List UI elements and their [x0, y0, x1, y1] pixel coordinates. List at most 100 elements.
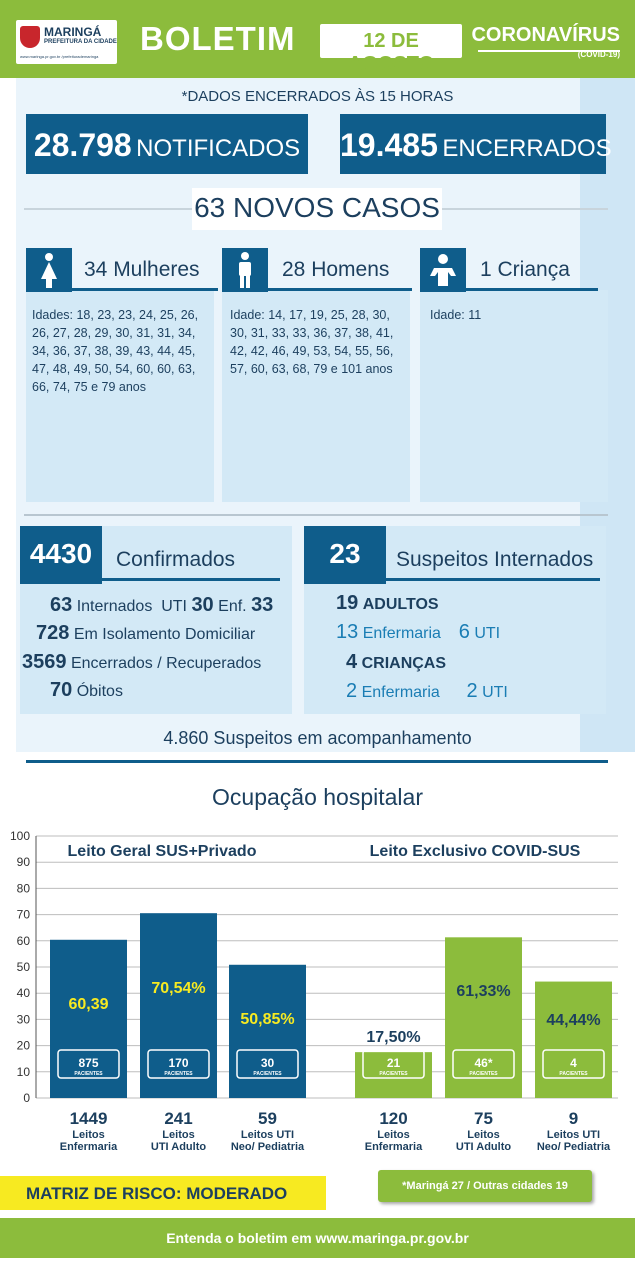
children-column — [420, 290, 608, 502]
suspects-label: Suspeitos Internados — [396, 548, 594, 571]
suspects-value: 23 — [329, 538, 361, 569]
women-ages: Idades: 18, 23, 23, 24, 25, 26, 26, 27, … — [32, 308, 199, 394]
x-category-label: Leitos — [467, 1129, 499, 1141]
children-ages: Idade: 11 — [430, 308, 482, 322]
logo-social: www.maringa.pr.gov.br /prefeiturademarin… — [20, 54, 99, 59]
chart-divider — [26, 760, 608, 763]
brand-divider — [478, 50, 620, 52]
x-category-label: Neo/ Pediatria — [231, 1141, 305, 1153]
suspects-value-box: 23 — [304, 526, 386, 584]
adults-value: 19 — [336, 592, 359, 614]
footer-link[interactable]: Entenda o boletim em www.maringa.pr.gov.… — [166, 1230, 469, 1246]
adults-beds-row: 13 Enfermaria 6 UTI — [336, 621, 500, 644]
bar — [535, 981, 612, 1098]
men-ages: Idade: 14, 17, 19, 25, 28, 30, 30, 31, 3… — [230, 308, 394, 376]
city-logo: MARINGÁ PREFEITURA DA CIDADE www.maringa… — [16, 20, 117, 64]
y-tick-label: 0 — [23, 1091, 30, 1105]
group-header: Leito Geral SUS+Privado — [68, 843, 257, 860]
deaths-label: Óbitos — [76, 683, 123, 700]
men-label: 28 Homens — [282, 258, 390, 281]
closed-label: ENCERRADOS — [442, 135, 612, 162]
patients-label: PACIENTES — [253, 1071, 282, 1077]
risk-matrix-text: MATRIZ DE RISCO: MODERADO — [26, 1184, 288, 1203]
home-isolation-row: 728 Em Isolamento Domiciliar — [36, 622, 255, 645]
patients-box — [147, 1049, 210, 1079]
data-label: 50,85% — [240, 1011, 294, 1028]
children-enf-label: Enfermaria — [361, 684, 440, 701]
patients-value: 21 — [387, 1056, 401, 1070]
children-uti-value: 2 — [466, 680, 478, 702]
y-tick-label: 40 — [17, 986, 31, 1000]
y-tick-label: 60 — [17, 934, 31, 948]
x-category-label: Leitos — [72, 1129, 104, 1141]
children-row: 4 CRIANÇAS — [346, 651, 446, 674]
y-tick-label: 90 — [17, 855, 31, 869]
children-underline — [420, 288, 598, 291]
bar — [445, 937, 522, 1098]
patients-value: 46* — [474, 1056, 492, 1070]
children-value: 4 — [346, 651, 358, 673]
data-label: 44,44% — [546, 1012, 600, 1029]
men-column — [222, 290, 410, 502]
chart-title: Ocupação hospitalar — [212, 784, 423, 810]
home-isolation-value: 728 — [36, 622, 70, 644]
women-column — [26, 290, 214, 502]
section-divider — [24, 514, 608, 516]
woman-icon — [26, 248, 72, 292]
hospitalized-enf-label: Enf. — [218, 598, 247, 615]
hospitalized-value: 63 — [50, 594, 73, 616]
confirmed-value: 4430 — [29, 538, 93, 569]
patients-value: 875 — [78, 1056, 98, 1070]
group-header: Leito Exclusivo COVID-SUS — [370, 843, 581, 860]
child-icon — [420, 248, 466, 292]
x-beds-label: 1449 — [70, 1109, 108, 1128]
recovered-label: Encerrados / Recuperados — [70, 655, 262, 672]
recovered-row: 3569 Encerrados / Recuperados — [22, 651, 261, 674]
patients-value: 170 — [168, 1056, 188, 1070]
hospitalized-uti-value: 30 — [191, 594, 214, 616]
man-icon — [222, 248, 268, 292]
women-underline — [26, 288, 218, 291]
deaths-value: 70 — [50, 679, 73, 701]
men-underline — [222, 288, 412, 291]
patients-box — [452, 1049, 515, 1079]
bar — [50, 939, 127, 1098]
confirmed-underline — [102, 578, 280, 581]
confirmed-value-box: 4430 — [20, 526, 102, 584]
notified-label: NOTIFICADOS — [136, 135, 301, 162]
patients-box — [236, 1049, 299, 1079]
y-tick-label: 10 — [17, 1065, 31, 1079]
date-text: 12 DE AGOSTO — [347, 30, 435, 75]
x-category-label: Enfermaria — [60, 1141, 118, 1153]
y-tick-label: 100 — [10, 829, 30, 843]
x-category-label: Enfermaria — [365, 1141, 423, 1153]
adults-label: ADULTOS — [362, 596, 439, 613]
x-beds-label: 75 — [474, 1109, 493, 1128]
notified-value: 28.798 — [33, 127, 132, 163]
x-category-label: Leitos UTI — [547, 1129, 600, 1141]
closed-box: 19.485 ENCERRADOS — [340, 114, 612, 174]
y-tick-label: 50 — [17, 960, 31, 974]
children-uti-label: UTI — [482, 684, 508, 701]
x-beds-label: 120 — [379, 1109, 407, 1128]
risk-matrix-banner: MATRIZ DE RISCO: MODERADO — [0, 1176, 326, 1210]
x-category-label: Leitos — [377, 1129, 409, 1141]
patients-value: 30 — [261, 1056, 275, 1070]
occupancy-chart: 0 10 20 30 40 50 60 70 80 90 100 Leito Geral SUS+Pr… — [10, 829, 618, 1153]
monitoring-note: 4.860 Suspeitos em acompanhamento — [163, 728, 472, 748]
x-category-label: Neo/ Pediatria — [537, 1141, 611, 1153]
y-tick-label: 20 — [17, 1039, 31, 1053]
x-beds-label: 241 — [164, 1109, 192, 1128]
bar — [140, 913, 217, 1098]
x-category-label: UTI Adulto — [151, 1141, 206, 1153]
new-cases-title: 63 NOVOS CASOS — [194, 192, 440, 223]
children-beds-row: 2 Enfermaria 2 UTI — [346, 680, 508, 703]
patients-box — [362, 1049, 425, 1079]
adults-uti-value: 6 — [458, 621, 470, 643]
patients-box — [57, 1049, 120, 1079]
city-seal-icon — [20, 26, 40, 48]
children-enf-value: 2 — [346, 680, 358, 702]
x-beds-label: 9 — [569, 1109, 578, 1128]
x-category-label: Leitos — [162, 1129, 194, 1141]
footer-bar: Entenda o boletim em www.maringa.pr.gov.… — [0, 1218, 635, 1258]
